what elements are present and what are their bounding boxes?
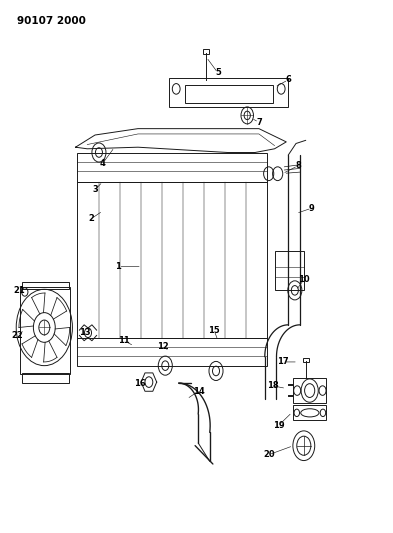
Bar <box>185 85 273 103</box>
Bar <box>275 251 304 290</box>
Text: 10: 10 <box>298 275 310 284</box>
Text: 13: 13 <box>79 328 91 337</box>
Text: 90107 2000: 90107 2000 <box>17 16 86 26</box>
Bar <box>169 78 288 108</box>
Bar <box>203 49 209 54</box>
Bar <box>77 152 267 182</box>
Text: 15: 15 <box>208 326 220 335</box>
Bar <box>22 373 68 383</box>
Bar <box>22 282 68 289</box>
Text: 7: 7 <box>256 118 262 127</box>
Bar <box>20 287 70 374</box>
Text: 1: 1 <box>116 262 121 271</box>
Text: 11: 11 <box>118 336 130 345</box>
Text: 17: 17 <box>277 358 288 367</box>
Text: 19: 19 <box>273 421 284 430</box>
Text: 14: 14 <box>193 386 204 395</box>
Text: 21: 21 <box>13 286 25 295</box>
Bar <box>77 182 267 338</box>
Text: 6: 6 <box>285 75 291 84</box>
Text: 5: 5 <box>215 68 221 77</box>
Text: 3: 3 <box>92 185 98 194</box>
Circle shape <box>39 320 50 335</box>
Bar <box>303 358 309 362</box>
Bar <box>77 338 267 366</box>
Bar <box>293 378 327 403</box>
Text: 18: 18 <box>267 381 278 390</box>
Text: 9: 9 <box>309 204 314 213</box>
Text: 12: 12 <box>158 342 169 351</box>
Text: 16: 16 <box>134 378 146 387</box>
Text: 4: 4 <box>100 159 106 167</box>
Bar <box>293 406 327 420</box>
Text: 8: 8 <box>295 161 301 170</box>
Text: 20: 20 <box>263 450 274 459</box>
Text: 22: 22 <box>11 331 23 340</box>
Text: 2: 2 <box>88 214 94 223</box>
